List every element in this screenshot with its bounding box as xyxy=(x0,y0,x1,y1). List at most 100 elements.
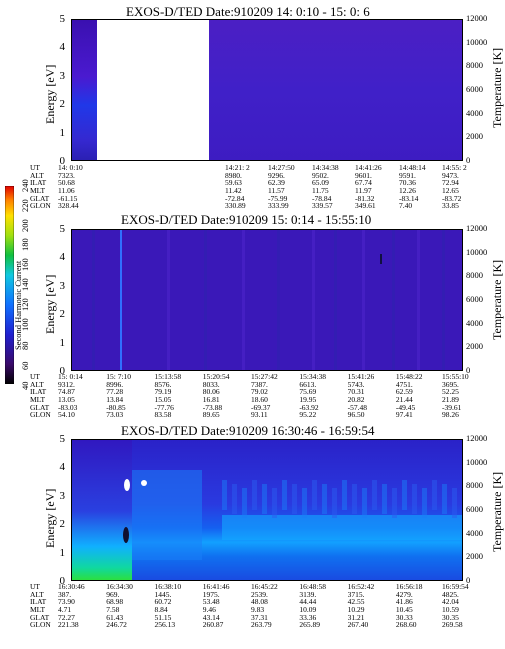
ephemeris-row-label: GLAT xyxy=(30,193,50,203)
ephemeris-row-glat: GLAT -83.03 -80.85 -77.76 -73.88 -69.37 -63.92… xyxy=(30,404,470,412)
ephemeris-value: 16:59:54 xyxy=(442,582,469,591)
panel-2-streak xyxy=(392,230,395,370)
ephemeris-value: 41.86 xyxy=(395,597,413,607)
colorbar-tick: 220 xyxy=(20,199,30,212)
ephemeris-value: 14:34:38 xyxy=(312,163,339,172)
ephemeris-value: 73.03 xyxy=(106,410,124,420)
ephemeris-value: 20.82 xyxy=(347,395,365,405)
ephemeris-value: -69.37 xyxy=(251,402,271,412)
ephemeris-value: 30.33 xyxy=(395,612,413,622)
panel-3-right-tick: 8000 xyxy=(466,480,483,491)
panel-3-streak xyxy=(352,484,357,514)
ephemeris-value: 7323. xyxy=(58,170,75,180)
ephemeris-value: 44.44 xyxy=(299,597,317,607)
ephemeris-value: 11.75 xyxy=(312,186,329,196)
panel-3-streak xyxy=(372,480,377,510)
ephemeris-value: 4279. xyxy=(395,589,413,599)
ephemeris-value: 19.95 xyxy=(299,395,317,405)
ephemeris-value: 42.55 xyxy=(347,597,365,607)
ephemeris-value: 969. xyxy=(106,589,120,599)
panel-1-right-tick: 10000 xyxy=(466,36,488,47)
panel-3-right-axis-label: Temperature [K] xyxy=(490,471,504,552)
ephemeris-value: 89.65 xyxy=(202,410,220,420)
ephemeris-value: 12.65 xyxy=(442,186,459,196)
panel-3-right-tick: 6000 xyxy=(466,504,483,514)
panel-3-streak xyxy=(412,484,417,514)
ephemeris-value: 13.05 xyxy=(58,395,75,405)
ephemeris-value: -81.32 xyxy=(355,193,375,203)
ephemeris-value: -83.03 xyxy=(58,402,78,412)
panel-2-heatmap-svg xyxy=(72,230,462,370)
ephemeris-value: 18.60 xyxy=(251,395,268,405)
panel-2-streak xyxy=(167,230,170,370)
ephemeris-value: -57.48 xyxy=(347,402,367,412)
ephemeris-row-ut: UT 14: 0:10 14:21: 2 14:27:50 14:34:38 14:41:… xyxy=(30,164,470,172)
ephemeris-value: -83.14 xyxy=(399,193,419,203)
ephemeris-value: 15.05 xyxy=(154,395,172,405)
panel-3-streak xyxy=(242,488,247,518)
panel-2-right-tick: 12000 xyxy=(466,223,488,233)
panel-3-streak xyxy=(402,480,407,510)
colorbar-label: Second Harmonic Current xyxy=(13,260,23,350)
ephemeris-value: 16:48:58 xyxy=(299,582,326,591)
ephemeris-row-ilat: ILAT 74.87 77.28 79.19 80.06 79.02 75.69 70.31 6… xyxy=(30,388,470,396)
ephemeris-value: 11.06 xyxy=(58,186,75,196)
panel-1-y-tick: 2 xyxy=(59,98,66,111)
panel-2-streak xyxy=(362,230,365,370)
panel-2-spectrogram xyxy=(71,229,463,371)
panel-3-streak xyxy=(382,484,387,514)
ephemeris-row-label: UT xyxy=(30,582,40,591)
ephemeris-row-mlt: MLT 13.05 13.84 15.05 16.81 18.60 19.95 20.82 21… xyxy=(30,396,470,404)
ephemeris-value: 62.59 xyxy=(395,387,413,397)
ephemeris-value: 268.60 xyxy=(395,620,417,630)
panel-2-streak xyxy=(204,230,207,370)
ephemeris-row-label: MLT xyxy=(30,186,46,196)
ephemeris-row-label: ALT xyxy=(30,589,44,599)
ephemeris-value: 77.28 xyxy=(106,387,124,397)
ephemeris-value: -39.61 xyxy=(442,402,462,412)
panel-2-streak xyxy=(277,230,280,370)
colorbar-tick: 180 xyxy=(20,238,30,252)
ephemeris-value: 14:21: 2 xyxy=(225,163,250,172)
panel-1-data-block-b xyxy=(209,20,462,160)
panel-2-streaks xyxy=(92,230,445,370)
ephemeris-value: 16:56:18 xyxy=(395,582,423,591)
ephemeris-row-label: ALT xyxy=(30,379,44,389)
ephemeris-value: 97.41 xyxy=(395,410,413,420)
panel-3-streak xyxy=(252,480,257,510)
panel-2-ephemeris: UT 15: 0:14 15: 7:10 15:13:58 15:20:54 15:27:… xyxy=(30,373,470,419)
panel-3-spectrogram xyxy=(71,439,463,581)
ephemeris-value: 9312. xyxy=(58,379,75,389)
ephemeris-value: -63.92 xyxy=(299,402,319,412)
ephemeris-value: 4751. xyxy=(395,379,413,389)
ephemeris-value: 267.40 xyxy=(347,620,369,630)
ephemeris-value: 48.08 xyxy=(251,597,268,607)
panel-2-y-tick: 0 xyxy=(59,365,66,377)
ephemeris-value: 21.44 xyxy=(395,395,413,405)
ephemeris-value: 7387. xyxy=(251,379,268,389)
ephemeris-row-label: ILAT xyxy=(30,178,47,188)
ephemeris-row-alt: ALT 7323. 8980. 9296. 9502. 9601. 9591. 9473. xyxy=(30,170,470,180)
panel-2-y-tick: 5 xyxy=(59,223,66,235)
ephemeris-row-ut: UT 16:30:46 16:34:30 16:38:10 16:41:46 16:45:… xyxy=(30,583,470,591)
panel-2-right-tick: 6000 xyxy=(466,294,483,304)
panel-3-y-tick: 4 xyxy=(59,461,66,474)
ephemeris-value: 16:45:22 xyxy=(251,582,278,591)
panel-3-title: EXOS-D/TED Date:910209 16:30:46 - 16:59:… xyxy=(121,423,375,438)
ephemeris-value: 9591. xyxy=(399,170,416,180)
panel-3-streak xyxy=(392,488,397,518)
ephemeris-value: 15:41:26 xyxy=(347,372,375,381)
panel-1-y-tick: 4 xyxy=(59,41,66,54)
ephemeris-value: -61.15 xyxy=(58,193,78,203)
ephemeris-value: 70.31 xyxy=(347,387,365,397)
panel-3-streak xyxy=(272,488,277,518)
ephemeris-value: 16:34:30 xyxy=(106,582,133,591)
ephemeris-value: 83.58 xyxy=(154,410,172,420)
panel-3-y-tick: 3 xyxy=(59,489,66,502)
panel-1-right-axis-label: Temperature [K] xyxy=(490,47,504,128)
ephemeris-value: 2539. xyxy=(251,589,268,599)
panel-3-streak xyxy=(282,480,287,510)
ephemeris-value: 53.48 xyxy=(202,597,220,607)
ephemeris-value: 65.09 xyxy=(312,178,329,188)
panel-2-vertical-band xyxy=(120,230,122,370)
